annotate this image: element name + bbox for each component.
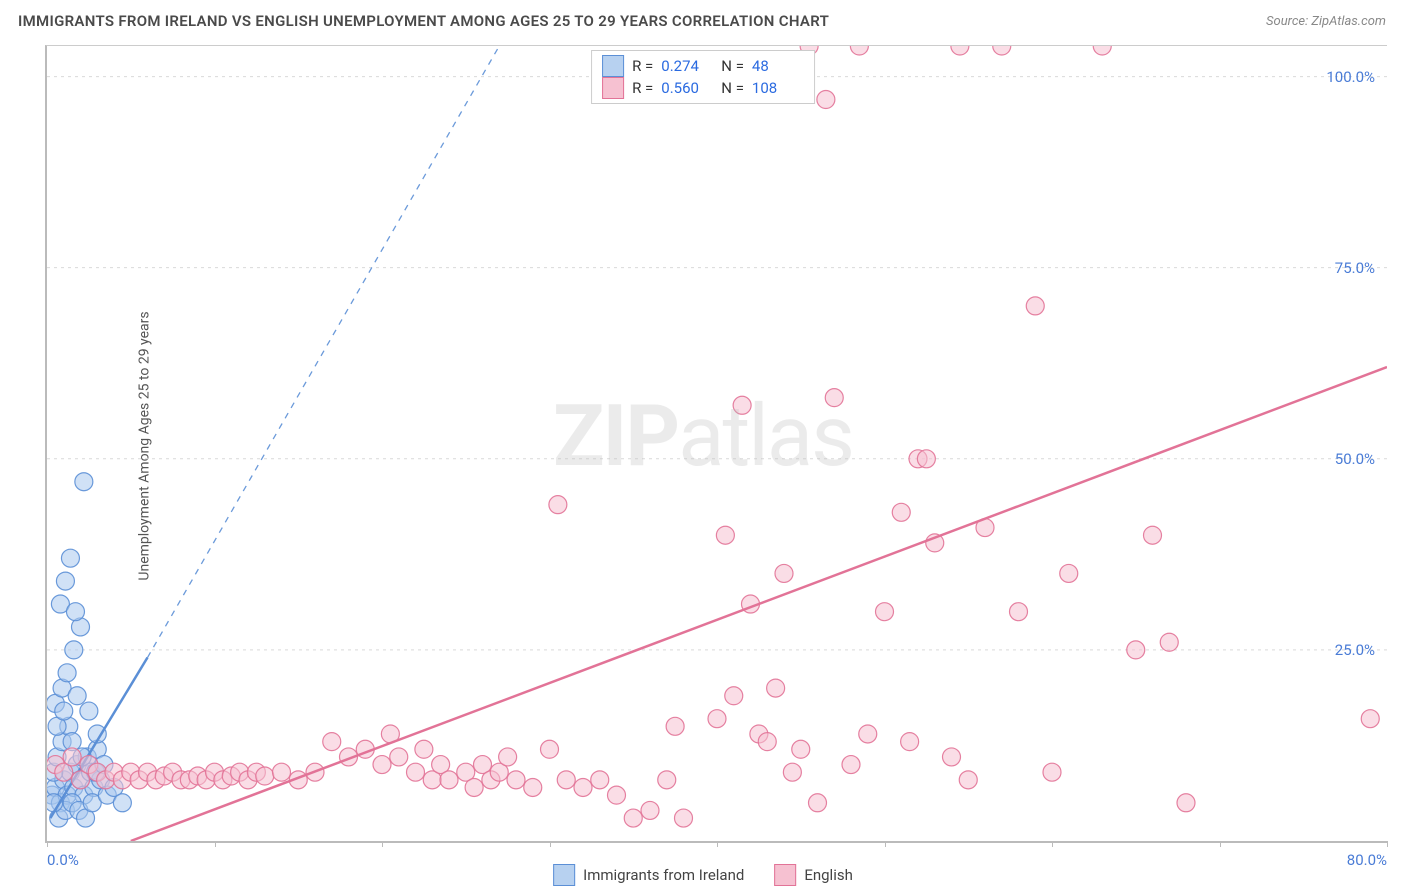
x-tick-label: 80.0% <box>1347 851 1387 869</box>
legend-swatch-english <box>602 77 624 99</box>
y-tick-label: 50.0% <box>1335 450 1375 468</box>
chart-container: IMMIGRANTS FROM IRELAND VS ENGLISH UNEMP… <box>0 0 1406 892</box>
legend-r-english: 0.560 <box>661 77 713 99</box>
legend-n-english: 108 <box>752 77 804 99</box>
legend-n-ireland: 48 <box>752 55 804 77</box>
chart-title: IMMIGRANTS FROM IRELAND VS ENGLISH UNEMP… <box>18 12 829 30</box>
series-legend: Immigrants from Ireland English <box>553 864 853 886</box>
x-tick-label: 0.0% <box>47 851 79 869</box>
legend-n-label: N = <box>721 55 744 77</box>
legend-n-label: N = <box>721 77 744 99</box>
legend-item-ireland: Immigrants from Ireland <box>553 864 744 886</box>
y-tick-label: 25.0% <box>1335 641 1375 659</box>
legend-row-english: R = 0.560 N = 108 <box>602 77 804 99</box>
y-tick-label: 75.0% <box>1335 259 1375 277</box>
legend-r-ireland: 0.274 <box>661 55 713 77</box>
legend-item-english: English <box>774 864 853 886</box>
legend-swatch-ireland <box>602 55 624 77</box>
legend-r-label: R = <box>632 55 653 77</box>
legend-r-label: R = <box>632 77 653 99</box>
legend-row-ireland: R = 0.274 N = 48 <box>602 55 804 77</box>
plot-area: 25.0%50.0%75.0%100.0% 0.0%80.0% <box>45 45 1387 843</box>
y-tick-label: 100.0% <box>1326 68 1375 86</box>
correlation-legend: R = 0.274 N = 48 R = 0.560 N = 108 <box>591 50 815 104</box>
legend-label-ireland: Immigrants from Ireland <box>583 866 744 884</box>
scatter-plot-svg <box>47 46 1387 841</box>
source-attribution: Source: ZipAtlas.com <box>1266 14 1386 29</box>
legend-label-english: English <box>804 866 853 884</box>
legend-swatch-ireland <box>553 864 575 886</box>
legend-swatch-english <box>774 864 796 886</box>
